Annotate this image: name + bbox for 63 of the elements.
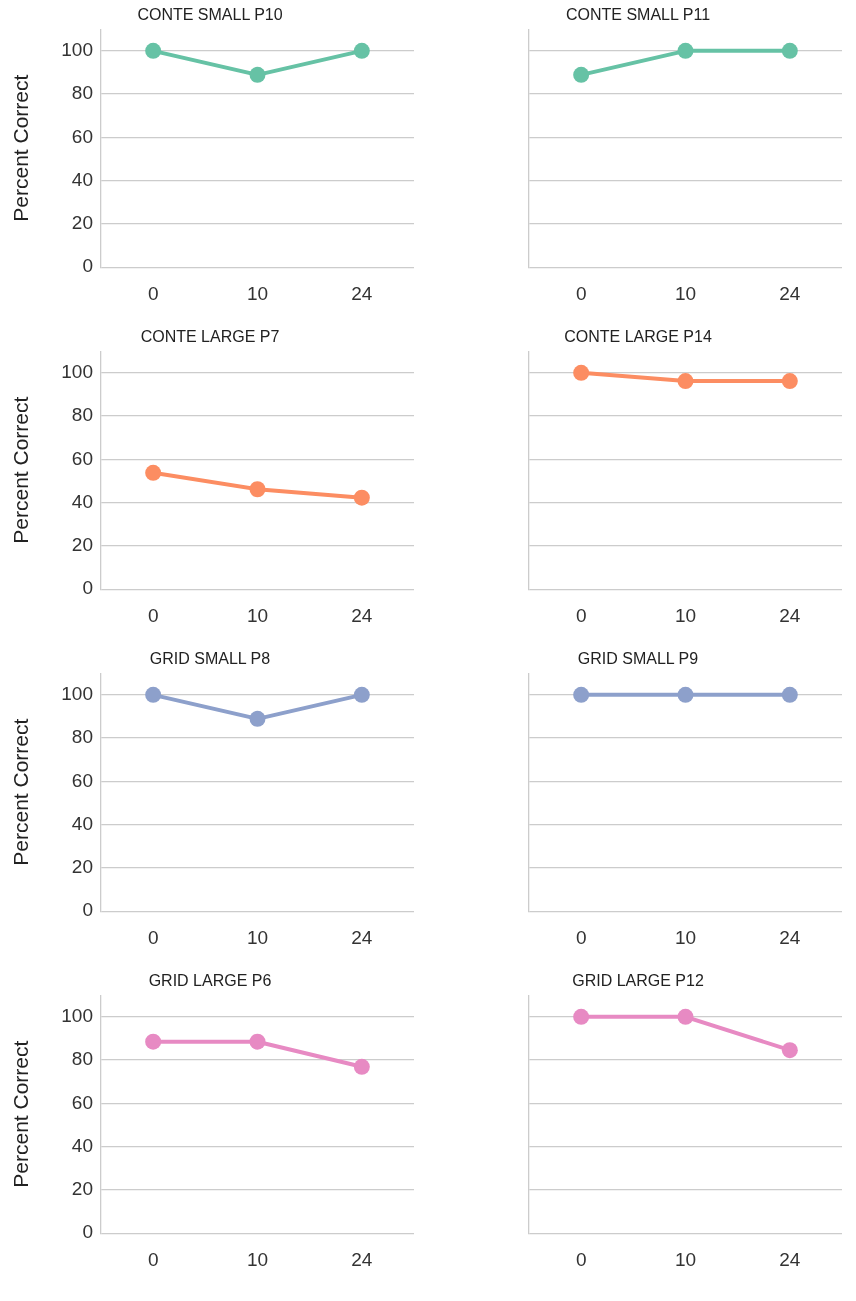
y-tick-label: 60 (71, 769, 93, 791)
chart-title: GRID SMALL P8 (149, 650, 271, 668)
y-tick-label: 40 (71, 812, 93, 834)
y-tick-label: 80 (71, 82, 93, 104)
chart-title: GRID LARGE P12 (572, 972, 704, 990)
y-tick-label: 80 (71, 1048, 93, 1070)
y-tick-label: 20 (71, 856, 93, 878)
point (145, 464, 162, 481)
y-tick-label: 40 (71, 168, 93, 190)
y-tick-label: 0 (82, 577, 93, 599)
chart-title: CONTE LARGE P7 (140, 328, 280, 346)
x-tick-label: 10 (674, 926, 697, 948)
y-tick-label: 60 (71, 447, 93, 469)
x-tick-label: 0 (147, 926, 159, 948)
y-axis-title: Percent Correct (9, 396, 33, 544)
y-tick-label: 40 (71, 1134, 93, 1156)
x-tick-label: 24 (779, 1248, 801, 1270)
y-tick-label: 100 (61, 1005, 93, 1027)
y-tick-label: 0 (82, 1221, 93, 1243)
x-tick-label: 24 (779, 604, 801, 626)
x-tick-label: 10 (674, 282, 697, 304)
y-tick-label: 20 (71, 534, 93, 556)
x-tick-label: 0 (575, 926, 587, 948)
y-axis-title: Percent Correct (9, 718, 33, 866)
x-tick-label: 0 (147, 1248, 159, 1270)
point (353, 489, 370, 506)
y-tick-label: 60 (71, 1091, 93, 1113)
y-tick-label: 100 (61, 361, 93, 383)
x-tick-label: 10 (246, 1248, 269, 1270)
y-tick-label: 100 (61, 39, 93, 61)
y-tick-label: 20 (71, 1178, 93, 1200)
chart-title: CONTE LARGE P14 (564, 328, 712, 346)
y-tick-label: 0 (82, 255, 93, 277)
chart-title: CONTE SMALL P11 (565, 6, 711, 24)
x-tick-label: 0 (147, 604, 159, 626)
chart-title: GRID SMALL P9 (577, 650, 699, 668)
x-tick-label: 0 (575, 604, 587, 626)
x-tick-label: 10 (246, 926, 269, 948)
x-tick-label: 0 (575, 282, 587, 304)
x-tick-label: 10 (246, 604, 269, 626)
x-tick-label: 10 (674, 1248, 697, 1270)
point (249, 481, 266, 498)
y-tick-label: 60 (71, 125, 93, 147)
y-tick-label: 80 (71, 726, 93, 748)
y-tick-label: 100 (61, 683, 93, 705)
y-axis-title: Percent Correct (9, 74, 33, 222)
y-tick-label: 80 (71, 404, 93, 426)
chart-title: CONTE SMALL P10 (137, 6, 283, 24)
y-tick-label: 20 (71, 212, 93, 234)
x-tick-label: 24 (351, 282, 373, 304)
y-tick-label: 0 (82, 899, 93, 921)
x-tick-label: 10 (674, 604, 697, 626)
y-axis-title: Percent Correct (9, 1040, 33, 1188)
chart-title: GRID LARGE P6 (148, 972, 272, 990)
y-tick-label: 40 (71, 490, 93, 512)
x-tick-label: 0 (147, 282, 159, 304)
x-tick-label: 24 (779, 926, 801, 948)
x-tick-label: 24 (351, 926, 373, 948)
x-tick-label: 24 (351, 1248, 373, 1270)
x-tick-label: 24 (351, 604, 373, 626)
x-tick-label: 0 (575, 1248, 587, 1270)
x-tick-label: 24 (779, 282, 801, 304)
x-tick-label: 10 (246, 282, 269, 304)
